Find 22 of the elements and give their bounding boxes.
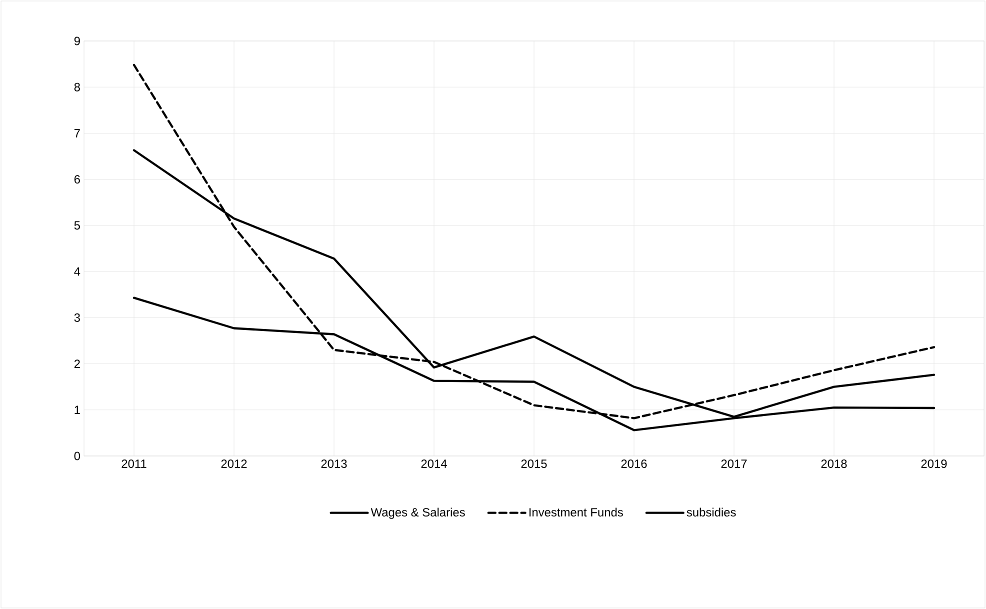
- y-tick-label: 7: [74, 129, 80, 138]
- x-tick-label: 2014: [421, 460, 447, 468]
- y-tick-label: 3: [74, 313, 80, 322]
- x-tick-label: 2018: [821, 460, 847, 468]
- y-tick-label: 9: [74, 36, 80, 46]
- x-tick-label: 2015: [521, 460, 547, 468]
- x-tick-label: 2011: [122, 460, 146, 468]
- x-tick-label: 2016: [621, 460, 647, 468]
- legend-label: Investment Funds: [529, 508, 623, 517]
- y-tick-label: 6: [74, 175, 80, 184]
- x-tick-label: 2019: [921, 460, 947, 468]
- x-tick-label: 2013: [321, 460, 347, 468]
- y-tick-label: 5: [74, 221, 80, 230]
- y-tick-label: 0: [74, 452, 80, 460]
- legend-label: Wages & Salaries: [370, 508, 465, 519]
- y-tick-label: 2: [74, 360, 80, 368]
- y-tick-label: 4: [74, 267, 80, 276]
- legend-label: subsidies: [686, 508, 736, 517]
- x-tick-label: 2012: [221, 460, 247, 468]
- y-tick-label: 8: [74, 82, 80, 92]
- x-tick-label: 2017: [721, 460, 747, 468]
- y-tick-label: 1: [74, 406, 80, 414]
